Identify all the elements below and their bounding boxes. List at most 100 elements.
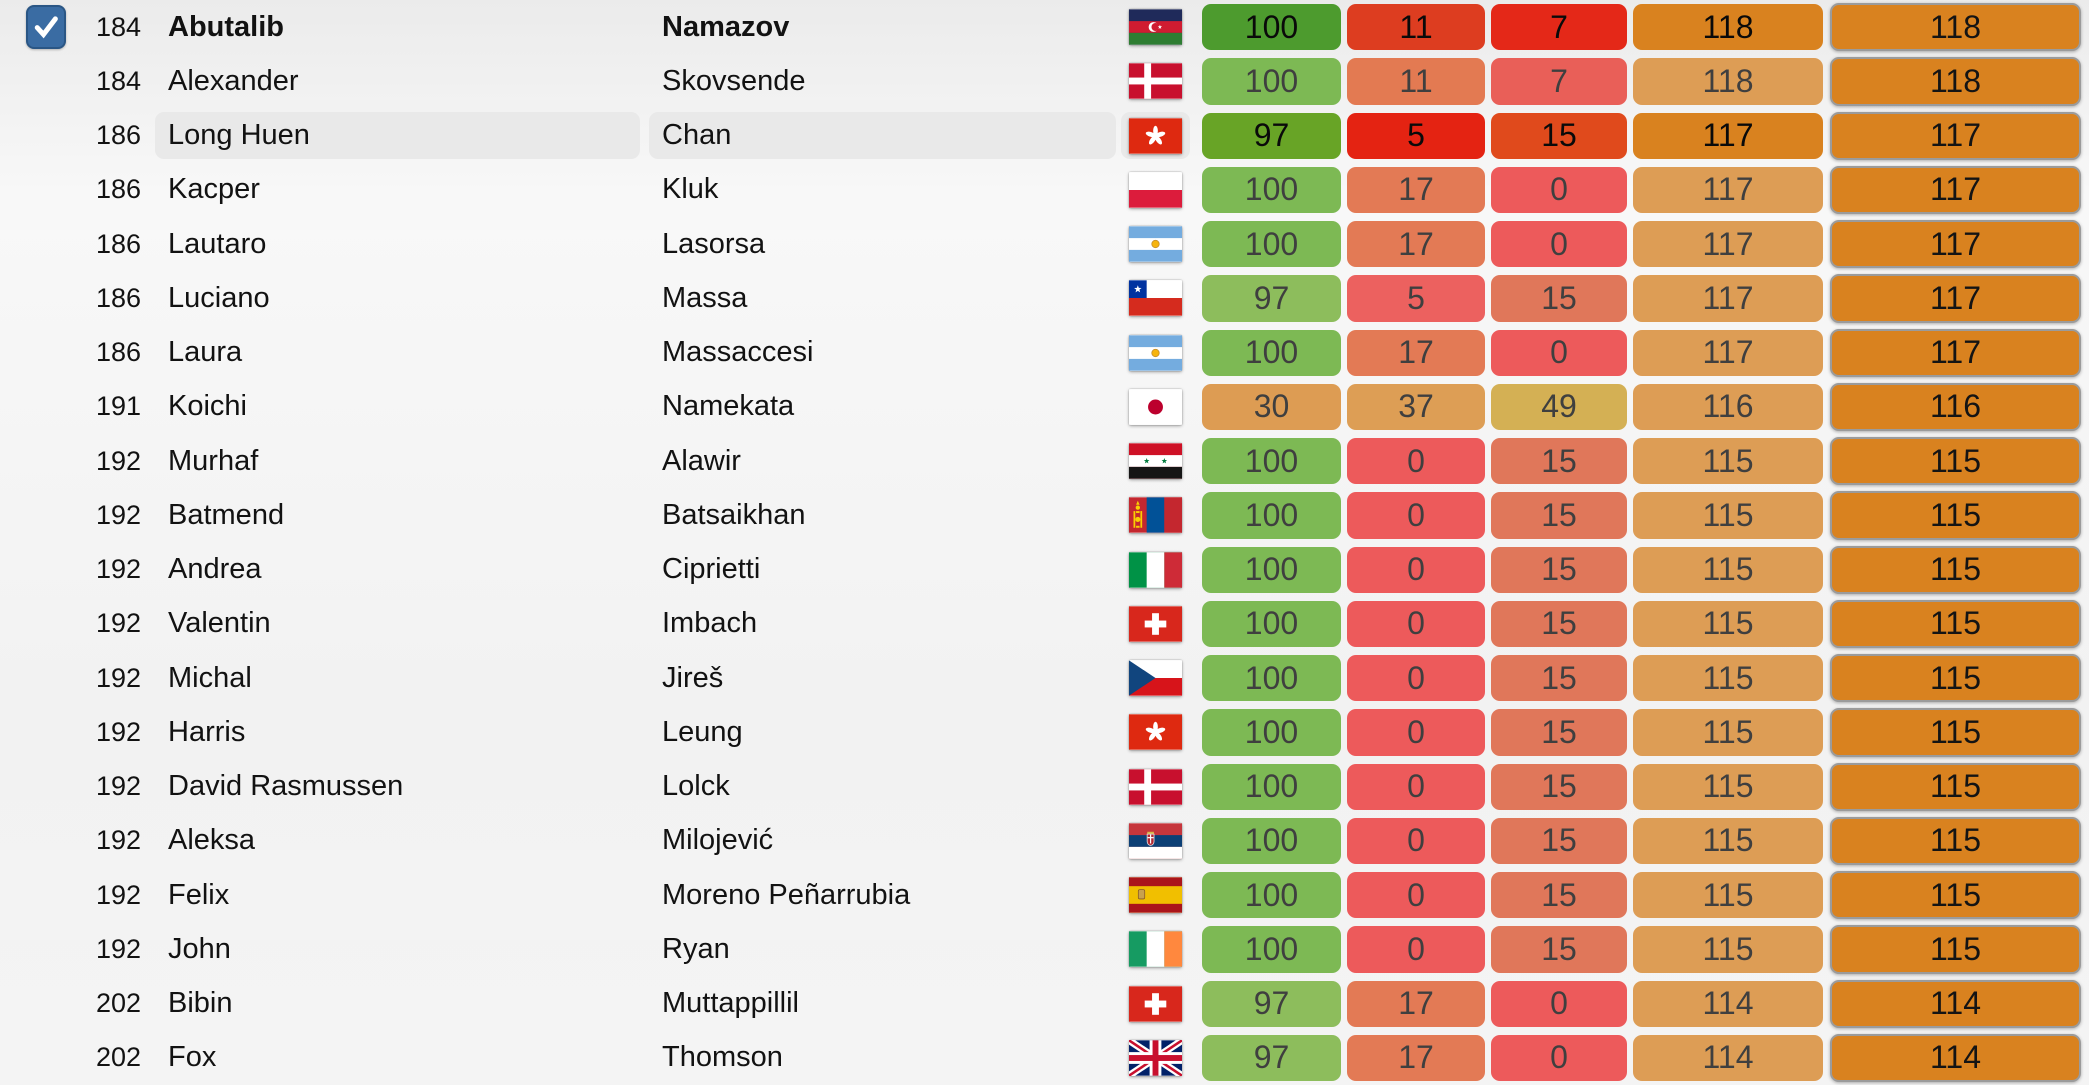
table-row[interactable]: 192 Batmend Batsaikhan 100 0 15 115 115 — [0, 488, 2089, 542]
last-name-cell[interactable]: Ryan — [662, 932, 730, 965]
rank-cell: 192 — [0, 434, 142, 488]
table-row[interactable]: 192 David Rasmussen Lolck 100 0 15 115 115 — [0, 760, 2089, 814]
score-cell-1: 100 — [1202, 655, 1341, 702]
table-row[interactable]: 191 Koichi Namekata 30 37 49 116 116 — [0, 380, 2089, 434]
total-score-button[interactable]: 115 — [1830, 871, 2081, 920]
total-score-button[interactable]: 115 — [1830, 708, 2081, 757]
total-score-button[interactable]: 118 — [1830, 3, 2081, 52]
table-row[interactable]: 192 Andrea Ciprietti 100 0 15 115 115 — [0, 543, 2089, 597]
flag-icon-japan — [1129, 389, 1182, 425]
total-score-button[interactable]: 115 — [1830, 491, 2081, 540]
last-name-cell[interactable]: Massa — [662, 281, 748, 314]
rank-cell: 186 — [0, 163, 142, 217]
first-name-cell[interactable]: David Rasmussen — [168, 770, 404, 803]
first-name-cell[interactable]: Fox — [168, 1041, 217, 1074]
row-select-checkbox[interactable] — [26, 5, 66, 50]
total-score-button[interactable]: 117 — [1830, 165, 2081, 214]
first-name-cell[interactable]: Batmend — [168, 498, 285, 531]
last-name-cell[interactable]: Leung — [662, 715, 743, 748]
last-name-cell[interactable]: Alawir — [662, 444, 741, 477]
last-name-cell[interactable]: Namazov — [662, 10, 790, 43]
last-name-cell[interactable]: Massaccesi — [662, 336, 814, 369]
score-cell-2: 0 — [1347, 438, 1485, 485]
table-row[interactable]: 192 Murhaf Alawir 100 0 15 115 115 — [0, 434, 2089, 488]
total-score-button[interactable]: 117 — [1830, 274, 2081, 323]
total-score-button[interactable]: 115 — [1830, 599, 2081, 648]
last-name-cell[interactable]: Lasorsa — [662, 227, 766, 260]
flag-cell — [1121, 980, 1190, 1027]
score-cell-3: 7 — [1491, 4, 1627, 51]
total-score-button[interactable]: 116 — [1830, 382, 2081, 431]
table-row[interactable]: 202 Bibin Muttappillil 97 17 0 114 114 — [0, 977, 2089, 1031]
last-name-cell[interactable]: Ciprietti — [662, 553, 761, 586]
table-row[interactable]: 192 Valentin Imbach 100 0 15 115 115 — [0, 597, 2089, 651]
total-score-button[interactable]: 117 — [1830, 220, 2081, 269]
score-cell-3: 0 — [1491, 1034, 1627, 1081]
last-name-cell[interactable]: Skovsende — [662, 64, 806, 97]
score-cell-1: 100 — [1202, 926, 1341, 973]
first-name-cell[interactable]: Felix — [168, 878, 230, 911]
first-name-cell[interactable]: Alexander — [168, 64, 299, 97]
first-name-cell[interactable]: Michal — [168, 661, 252, 694]
total-score-button[interactable]: 115 — [1830, 545, 2081, 594]
total-score-button[interactable]: 115 — [1830, 437, 2081, 486]
last-name-cell[interactable]: Batsaikhan — [662, 498, 806, 531]
table-row[interactable]: 202 Fox Thomson 97 17 0 114 114 — [0, 1031, 2089, 1085]
score-cell-1: 100 — [1202, 438, 1341, 485]
score-cell-3: 15 — [1491, 438, 1627, 485]
table-row[interactable]: 192 Felix Moreno Peñarrubia 100 0 15 115 115 — [0, 868, 2089, 922]
first-name-cell[interactable]: Koichi — [168, 390, 247, 423]
score-cell-2: 0 — [1347, 709, 1485, 756]
last-name-cell[interactable]: Lolck — [662, 770, 730, 803]
total-score-button[interactable]: 115 — [1830, 816, 2081, 865]
first-name-cell[interactable]: Bibin — [168, 987, 233, 1020]
total-score-button[interactable]: 114 — [1830, 979, 2081, 1028]
table-row[interactable]: 184 Alexander Skovsende 100 11 7 118 118 — [0, 54, 2089, 108]
last-name-cell[interactable]: Kluk — [662, 173, 719, 206]
total-score-button[interactable]: 117 — [1830, 111, 2081, 160]
first-name-cell[interactable]: John — [168, 932, 231, 965]
first-name-cell[interactable]: Andrea — [168, 553, 262, 586]
table-row[interactable]: 192 Harris Leung 100 0 15 115 115 — [0, 705, 2089, 759]
total-score-button[interactable]: 115 — [1830, 762, 2081, 811]
score-cell-4: 118 — [1633, 58, 1823, 105]
first-name-cell[interactable]: Luciano — [168, 281, 270, 314]
total-score-button[interactable]: 117 — [1830, 328, 2081, 377]
table-row[interactable]: 192 John Ryan 100 0 15 115 115 — [0, 922, 2089, 976]
first-name-cell[interactable]: Murhaf — [168, 444, 259, 477]
first-name-cell[interactable]: Harris — [168, 715, 246, 748]
last-name-cell[interactable]: Namekata — [662, 390, 795, 423]
first-name-cell[interactable]: Valentin — [168, 607, 271, 640]
table-row[interactable]: 192 Michal Jireš 100 0 15 115 115 — [0, 651, 2089, 705]
first-name-cell[interactable]: Abutalib — [168, 10, 284, 43]
total-score-button[interactable]: 115 — [1830, 654, 2081, 703]
last-name-cell[interactable]: Thomson — [662, 1041, 783, 1074]
rank-label: 186 — [95, 282, 141, 313]
first-name-cell[interactable]: Kacper — [168, 173, 260, 206]
last-name-cell[interactable]: Milojević — [662, 824, 774, 857]
first-name-cell[interactable]: Lautaro — [168, 227, 267, 260]
last-name-cell[interactable]: Jireš — [662, 661, 724, 694]
table-row[interactable]: 186 Luciano Massa 97 5 15 117 117 — [0, 271, 2089, 325]
last-name-cell[interactable]: Moreno Peñarrubia — [662, 878, 911, 911]
table-row[interactable]: 192 Aleksa Milojević 100 0 15 115 115 — [0, 814, 2089, 868]
table-row[interactable]: 186 Laura Massaccesi 100 17 0 117 117 — [0, 326, 2089, 380]
last-name-cell[interactable]: Chan — [649, 112, 1116, 160]
score-cell-2: 11 — [1347, 4, 1485, 51]
total-score-button[interactable]: 114 — [1830, 1033, 2081, 1082]
table-row[interactable]: 186 Lautaro Lasorsa 100 17 0 117 117 — [0, 217, 2089, 271]
score-cell-3: 15 — [1491, 926, 1627, 973]
first-name-cell[interactable]: Long Huen — [155, 112, 640, 160]
last-name-cell[interactable]: Imbach — [662, 607, 758, 640]
table-row[interactable]: 186 Long Huen Chan 97 5 15 117 117 — [0, 109, 2089, 163]
first-name-cell[interactable]: Aleksa — [168, 824, 256, 857]
last-name-cell[interactable]: Muttappillil — [662, 987, 799, 1020]
first-name-cell[interactable]: Laura — [168, 336, 243, 369]
score-cell-4: 117 — [1633, 221, 1823, 268]
table-row[interactable]: 186 Kacper Kluk 100 17 0 117 117 — [0, 163, 2089, 217]
score-cell-4: 115 — [1633, 763, 1823, 810]
score-cell-3: 7 — [1491, 58, 1627, 105]
total-score-button[interactable]: 115 — [1830, 925, 2081, 974]
total-score-button[interactable]: 118 — [1830, 57, 2081, 106]
table-row[interactable]: 184 Abutalib Namazov 100 11 7 118 118 — [0, 0, 2089, 54]
